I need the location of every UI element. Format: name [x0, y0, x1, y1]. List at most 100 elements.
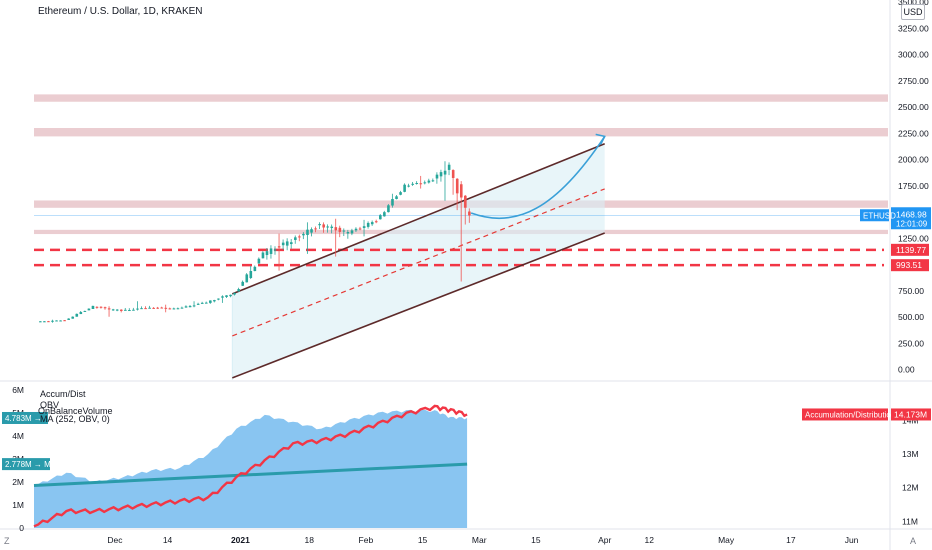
- price-tick-label: 3250.00: [898, 23, 929, 33]
- auto-scale-icon[interactable]: A: [910, 536, 917, 546]
- accum-dist-line: [33, 404, 468, 528]
- candle-body: [350, 230, 354, 234]
- indicator-title-accum-dist[interactable]: Accum/Dist: [40, 389, 86, 399]
- candle-body: [447, 164, 451, 170]
- obv-value-label: 4.783M →: [5, 414, 42, 423]
- candle-body: [427, 180, 431, 183]
- candle-body: [172, 308, 176, 310]
- candle-body: [383, 212, 386, 217]
- time-tick-label: 2021: [231, 535, 250, 545]
- candle-body: [79, 312, 83, 315]
- candle-body: [419, 183, 423, 185]
- candle-body: [180, 307, 184, 309]
- candle-body: [136, 308, 139, 310]
- candle-body: [342, 230, 346, 232]
- candle-body: [196, 303, 200, 305]
- candle-body: [59, 320, 62, 322]
- candle-body: [277, 246, 281, 248]
- candle-body: [310, 229, 313, 233]
- candle-body: [443, 170, 447, 175]
- candle-body: [87, 308, 91, 311]
- candle-body: [245, 274, 249, 283]
- candle-body: [358, 228, 362, 230]
- candle-body: [107, 308, 111, 310]
- candle-body: [439, 172, 443, 177]
- candle-body: [314, 228, 317, 230]
- indicator-right-tick: 11M: [902, 516, 918, 526]
- currency-selector[interactable]: USD: [901, 4, 925, 20]
- ad-value-label: 14.173M: [894, 409, 927, 419]
- indicator-title-ma[interactable]: MA (252, OBV, 0): [40, 414, 110, 424]
- candle-body: [156, 307, 160, 309]
- candle-body: [95, 306, 99, 308]
- time-tick-label: Jun: [845, 535, 859, 545]
- candle-body: [391, 198, 394, 206]
- price-tick-label: 2500.00: [898, 102, 929, 112]
- indicator-right-tick: 12M: [902, 483, 919, 493]
- candle-body: [111, 309, 115, 311]
- candle-body: [285, 241, 289, 246]
- time-tick-label: Feb: [359, 535, 374, 545]
- price-tick-label: 3000.00: [898, 50, 929, 60]
- candle-body: [164, 307, 168, 309]
- candle-body: [188, 306, 192, 308]
- indicator-left-tick: 2M: [12, 477, 24, 487]
- candle-body: [415, 183, 419, 185]
- candle-body: [298, 236, 301, 238]
- candle-body: [152, 307, 155, 309]
- candle-body: [289, 242, 293, 245]
- time-tick-label: Mar: [472, 535, 487, 545]
- chart-title: Ethereum / U.S. Dollar, 1D, KRAKEN: [38, 6, 203, 17]
- candle-body: [213, 300, 216, 302]
- candle-body: [67, 318, 70, 320]
- candle-body: [176, 308, 180, 310]
- candle-body: [75, 313, 79, 317]
- candle-body: [455, 178, 459, 194]
- price-tick-label: 1250.00: [898, 233, 929, 243]
- price-tick-label: 500.00: [898, 312, 924, 322]
- candle-body: [370, 222, 374, 225]
- obv-value-tag: [2, 411, 48, 424]
- candle-body: [395, 196, 398, 199]
- ad-name-label: Accumulation/Distribution: [805, 410, 895, 419]
- last-price-value: 1468.98: [896, 209, 927, 219]
- candle-body: [144, 308, 147, 310]
- price-tick-label: 2750.00: [898, 76, 929, 86]
- ma-line: [33, 462, 468, 487]
- candle-body: [209, 300, 212, 303]
- channel-lower-line: [232, 232, 605, 379]
- candle-body: [374, 221, 378, 223]
- candle-body: [306, 229, 309, 235]
- candle-body: [451, 170, 455, 178]
- ma-value-label: 2.778M → MA: [5, 460, 57, 469]
- indicator-title-onbalancevolume[interactable]: OnBalanceVolume: [38, 406, 113, 416]
- price-tick-label: 1750.00: [898, 181, 929, 191]
- candle-body: [294, 237, 297, 240]
- indicator-title-obv[interactable]: OBV: [40, 400, 60, 410]
- candle-body: [322, 224, 325, 228]
- price-level-tag: [891, 259, 929, 272]
- candle-body: [241, 281, 245, 286]
- resistance-zone: [34, 94, 888, 102]
- candle-body: [273, 249, 277, 251]
- candle-body: [330, 226, 334, 229]
- price-tick-label: 0.00: [898, 365, 915, 375]
- candle-body: [55, 320, 58, 322]
- candle-body: [217, 298, 220, 300]
- indicator-left-tick: 6M: [12, 385, 24, 395]
- symbol-label: ETHUSD: [863, 211, 896, 220]
- candle-body: [140, 308, 143, 310]
- candle-body: [379, 215, 382, 220]
- candle-body: [204, 302, 208, 304]
- indicator-right-tick: 13M: [902, 449, 919, 459]
- candle-body: [132, 309, 135, 311]
- candle-body: [435, 174, 439, 179]
- resistance-zone: [34, 128, 888, 137]
- zoom-icon[interactable]: Z: [4, 536, 10, 546]
- time-tick-label: 15: [531, 535, 541, 545]
- price-level-label: 993.51: [896, 260, 922, 270]
- price-level-tag: [891, 243, 929, 256]
- candle-body: [225, 295, 228, 297]
- candle-body: [257, 258, 261, 264]
